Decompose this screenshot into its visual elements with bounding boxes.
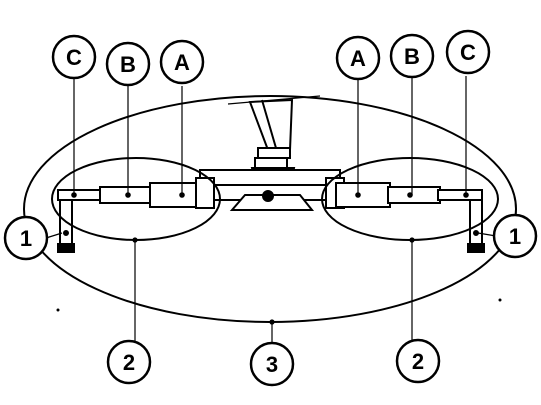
label-text: 1 [20, 226, 32, 251]
label-top-right-b: B [389, 33, 435, 79]
top-leader-lines [73, 76, 467, 195]
label-text: 1 [509, 224, 521, 249]
mark-dot [498, 298, 502, 302]
label-text: C [460, 40, 476, 65]
label-top-left-b: B [105, 41, 151, 87]
label-bottom-center-3: 3 [249, 341, 295, 387]
label-top-right-a: A [335, 35, 381, 81]
side-leader-lines [45, 232, 497, 239]
label-text: C [66, 45, 82, 70]
bottom-leader-lines [132, 237, 415, 342]
label-text: A [174, 50, 190, 75]
mark-dot [56, 308, 60, 312]
label-bottom-left-2: 2 [106, 339, 152, 385]
label-side-right-1: 1 [492, 213, 538, 259]
label-text: 2 [412, 349, 424, 374]
label-top-left-a: A [159, 39, 205, 85]
label-text: 3 [266, 352, 278, 377]
label-top-left-c: C [51, 34, 97, 80]
label-side-left-1: 1 [3, 215, 49, 261]
label-bottom-right-2: 2 [395, 338, 441, 384]
label-text: A [350, 46, 366, 71]
label-top-right-c: C [445, 29, 491, 75]
center-base [199, 169, 341, 211]
label-text: B [404, 44, 420, 69]
label-text: 2 [123, 350, 135, 375]
label-text: B [120, 52, 136, 77]
left-outrigger [57, 177, 215, 253]
